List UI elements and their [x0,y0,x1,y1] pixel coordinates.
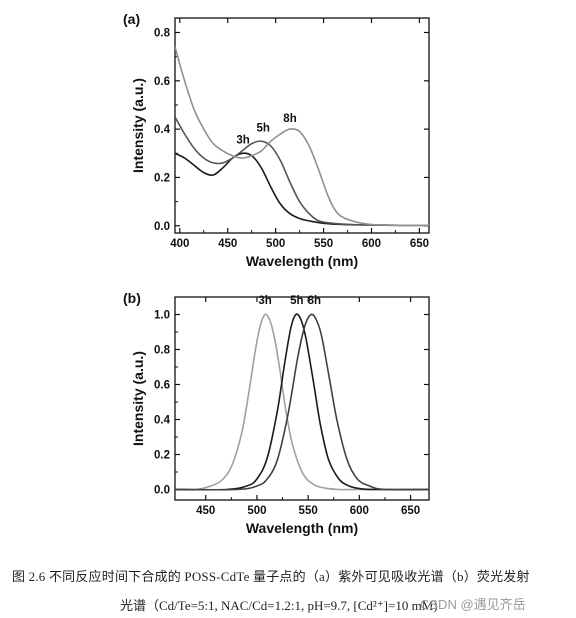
panel-a-panel-label: (a) [123,11,140,27]
panel-b-panel-label: (b) [123,290,141,306]
panel-b-x-axis-label: Wavelength (nm) [246,520,358,536]
panel-b: 450 500 550 600 650 0.0 0.2 0.4 0.6 0.8 1.0 Wavelen… [123,290,430,536]
panel-b-annotation-5h: 5h [290,295,303,307]
panel-a-y-tick-label: 0.2 [154,172,170,184]
panel-b-y-tick-label: 1.0 [154,310,170,322]
panel-b-series-5h [175,313,429,491]
panel-b-y-axis-label: Intensity (a.u.) [130,351,146,446]
panel-a-x-tick-label: 550 [314,238,333,250]
figure: 400 450 500 550 600 650 0.0 0.2 0.4 0.6 0.8 Wavelen… [123,11,430,536]
panel-a-plot-frame [174,17,430,234]
panel-b-annotation-3h: 3h [258,295,271,307]
panel-b-y-tick-label: 0.8 [154,345,171,357]
panel-b-x-tick-label: 600 [350,505,369,517]
panel-a-y-tick-label: 0.8 [154,27,171,39]
panel-a: 400 450 500 550 600 650 0.0 0.2 0.4 0.6 0.8 Wavelen… [123,11,430,269]
panel-a-x-tick-label: 500 [266,238,285,250]
panel-a-annotation-3h: 3h [236,135,249,147]
panel-a-series-3h [175,152,429,227]
panel-b-y-tick-label: 0.4 [154,415,171,427]
panel-b-x-tick-label: 550 [299,505,318,517]
panel-a-y-tick-label: 0.6 [154,76,170,88]
panel-b-series-8h [175,313,429,491]
panel-b-series-3h [175,313,429,491]
panel-a-annotation-5h: 5h [256,123,269,135]
panel-b-plot-frame [174,296,430,501]
panel-a-x-axis-label: Wavelength (nm) [246,253,358,269]
panel-b-y-tick-label: 0.2 [154,450,170,462]
panel-a-annotation-8h: 8h [283,113,296,125]
panel-a-y-axis-label: Intensity (a.u.) [130,78,146,173]
panel-b-x-tick-label: 450 [196,505,215,517]
panel-b-x-tick-label: 650 [401,505,420,517]
panel-a-series-5h [175,116,429,227]
panel-b-y-tick-label: 0.6 [154,380,170,392]
panel-a-x-tick-label: 450 [218,238,237,250]
panel-b-annotation-8h: 8h [308,295,321,307]
panel-a-series-8h [175,46,429,227]
figure-caption-line2: 光谱（Cd/Te=5:1, NAC/Cd=1.2:1, pH=9.7, [Cd²… [120,598,438,613]
panel-a-y-tick-label: 0.4 [154,124,171,136]
panel-a-y-tick-label: 0.0 [154,221,170,233]
panel-a-x-tick-label: 400 [170,238,189,250]
panel-a-x-tick-label: 600 [362,238,381,250]
panel-b-y-tick-label: 0.0 [154,485,170,497]
watermark: CSDN @遇见齐岳 [420,597,526,612]
panel-b-x-tick-label: 500 [247,505,266,517]
panel-a-x-tick-label: 650 [410,238,429,250]
figure-caption-line1: 图 2.6 不同反应时间下合成的 POSS-CdTe 量子点的（a）紫外可见吸收… [12,569,530,584]
